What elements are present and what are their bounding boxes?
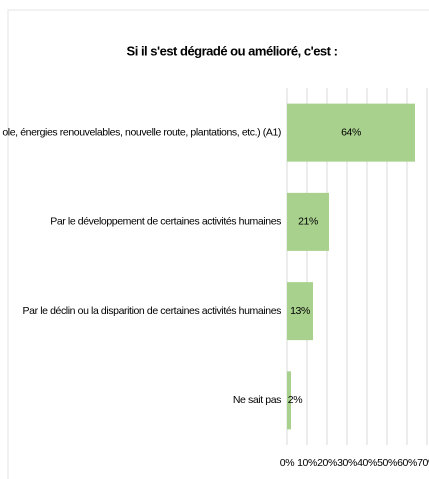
data-label: 64% xyxy=(341,126,361,138)
x-tick-label: 60% xyxy=(397,457,417,469)
bar xyxy=(287,103,415,162)
x-tick-label: 10% xyxy=(297,457,317,469)
x-tick-label: 0% xyxy=(280,457,294,469)
data-label: 2% xyxy=(288,394,302,406)
x-tick-label: 20% xyxy=(317,457,337,469)
bar xyxy=(287,192,329,251)
bar xyxy=(287,371,291,430)
chart-title: Si il s'est dégradé ou amélioré, c'est : xyxy=(127,43,338,58)
y-tick-label: ole, énergies renouvelables, nouvelle ro… xyxy=(2,126,281,138)
y-tick-label: Ne sait pas xyxy=(233,394,281,406)
bar xyxy=(287,282,313,341)
data-label: 13% xyxy=(290,305,310,317)
x-tick-label: 50% xyxy=(377,457,397,469)
y-tick-label: Par le développement de certaines activi… xyxy=(50,216,281,228)
chart-frame xyxy=(7,9,429,479)
x-tick-label: 40% xyxy=(357,457,377,469)
y-tick-label: Par le déclin ou la disparition de certa… xyxy=(23,305,282,317)
x-tick-label: 70% xyxy=(417,457,429,469)
x-tick-label: 30% xyxy=(337,457,357,469)
data-label: 21% xyxy=(298,216,318,228)
